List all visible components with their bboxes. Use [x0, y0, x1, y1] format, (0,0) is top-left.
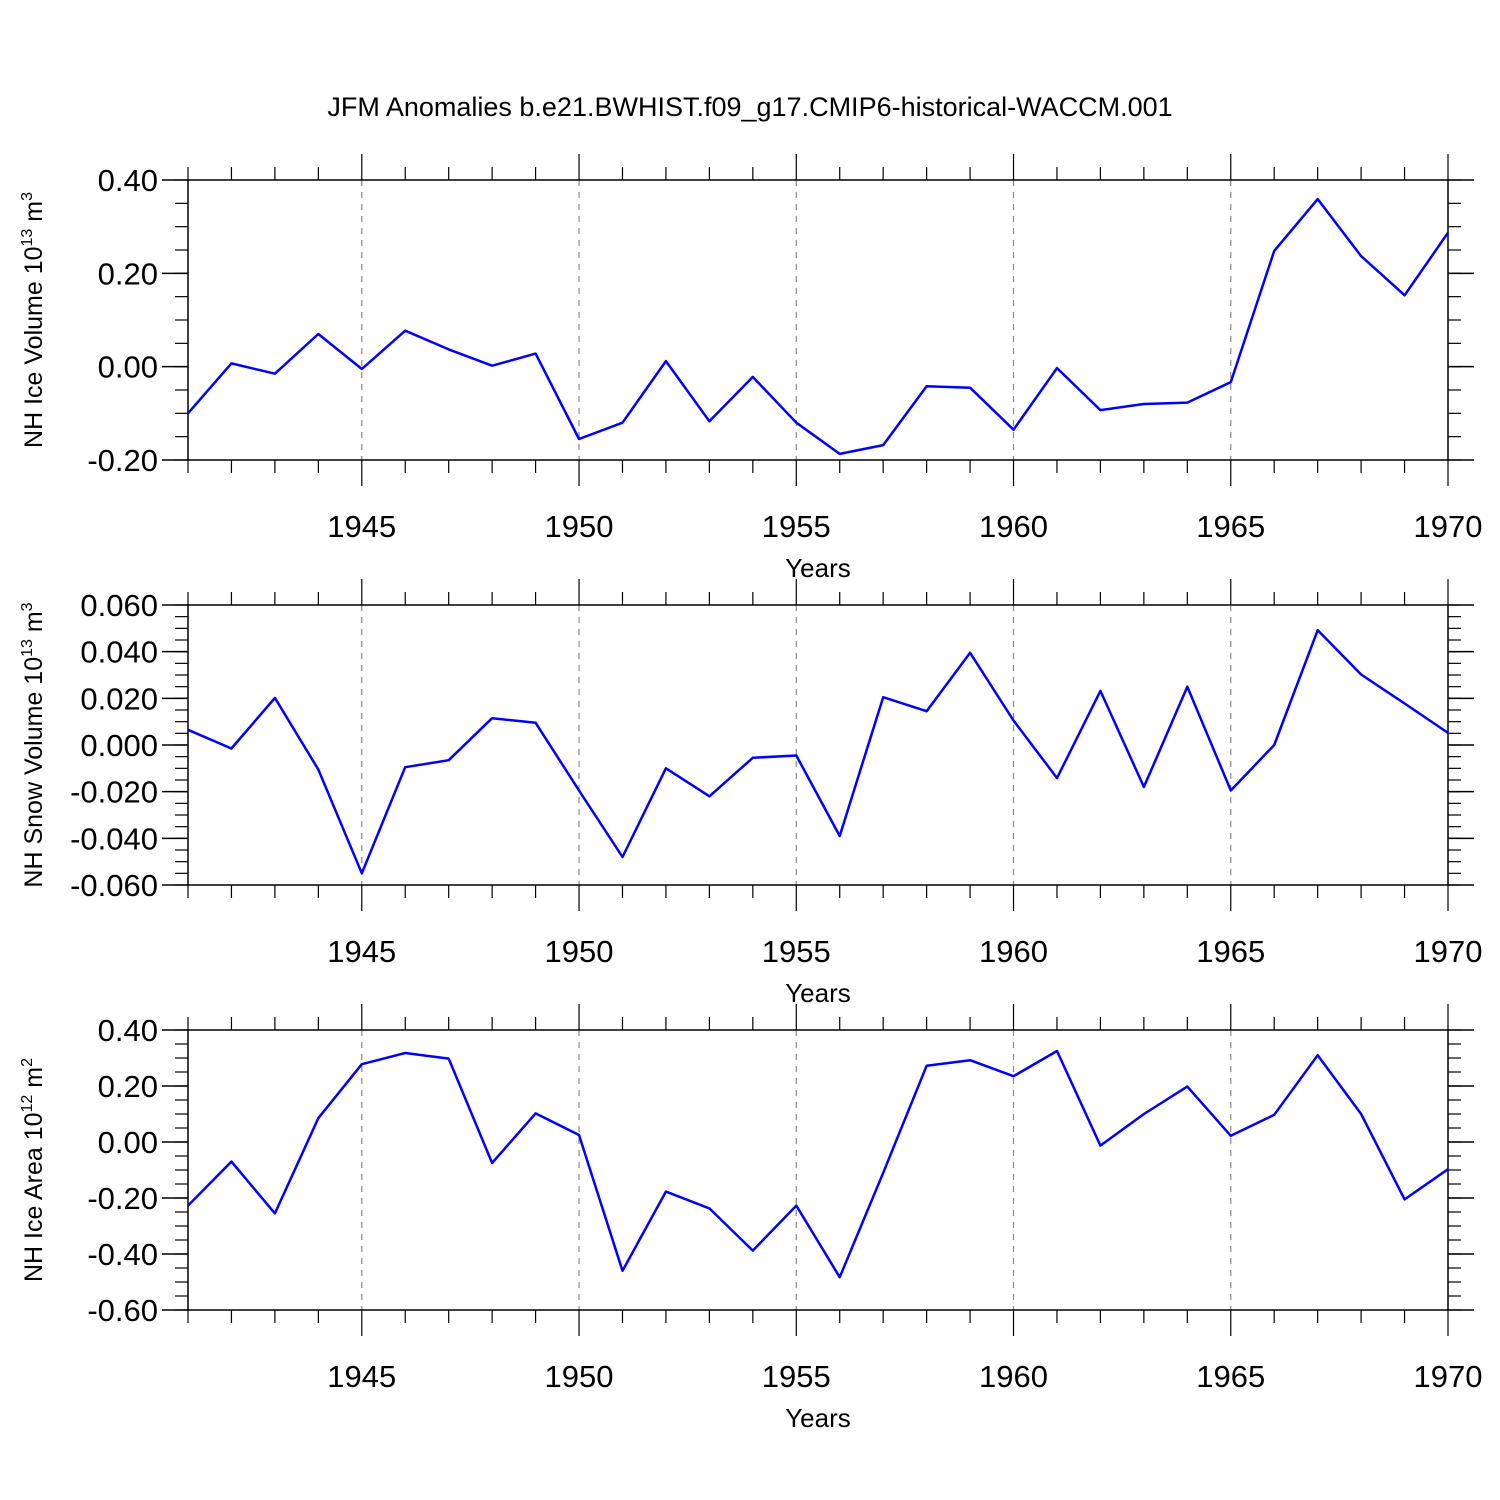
y-axis-title-unit-exponent: 3 [19, 192, 36, 201]
series-line-ice-area [187, 1049, 1449, 1279]
y-axis-title-text: NH Ice Area 10 [20, 1112, 48, 1282]
y-tick-label: 0.060 [80, 588, 158, 623]
y-tick-label: 0.020 [80, 681, 158, 716]
y-tick-label: 0.40 [98, 163, 158, 198]
x-axis-title: Years [785, 1403, 851, 1433]
x-tick-label: 1960 [979, 509, 1048, 544]
x-tick-label: 1970 [1414, 509, 1483, 544]
chart-panels: -0.20 0.00 0.20 0.40 1945 1950 1955 1960 1965 197… [19, 154, 1482, 1433]
y-axis-title-unit: m [20, 1067, 48, 1095]
y-tick-label: -0.020 [70, 775, 158, 810]
y-axis-title-unit-exponent: 3 [19, 602, 36, 611]
y-tick-label: 0.00 [98, 1125, 158, 1160]
x-axis-title: Years [785, 978, 851, 1008]
x-tick-label: 1970 [1414, 934, 1483, 969]
y-tick-label: 0.20 [98, 1069, 158, 1104]
x-tick-label: 1945 [327, 509, 396, 544]
y-tick-label: -0.040 [70, 821, 158, 856]
x-tick-label: 1960 [979, 1359, 1048, 1394]
x-axis-title: Years [785, 553, 851, 583]
x-tick-label: 1955 [762, 934, 831, 969]
y-axis-title-exponent: 12 [19, 1095, 36, 1113]
y-tick-label: -0.40 [87, 1237, 158, 1272]
y-tick-label: 0.00 [98, 350, 158, 385]
series-line-ice-volume [187, 197, 1450, 456]
y-axis-title-unit: m [20, 611, 48, 639]
x-tick-label: 1950 [545, 1359, 614, 1394]
y-tick-label: 0.040 [80, 635, 158, 670]
x-tick-label: 1950 [545, 509, 614, 544]
panel-snow-volume: -0.060 -0.040 -0.020 0.000 0.020 0.040 0.060 19… [19, 579, 1482, 1008]
y-tick-label: -0.060 [70, 868, 158, 903]
y-axis-title-unit-exponent: 2 [19, 1058, 36, 1067]
y-axis-title: NH Ice Volume 1013 m3 [19, 192, 48, 448]
y-tick-label: 0.000 [80, 728, 158, 763]
x-tick-label: 1965 [1196, 934, 1265, 969]
y-axis-title: NH Ice Area 1012 m2 [19, 1058, 48, 1282]
plot-frame [187, 604, 1449, 886]
series-line-snow-volume [187, 628, 1449, 875]
y-axis-title-unit: m [20, 201, 48, 229]
x-tick-label: 1955 [762, 1359, 831, 1394]
plot-frame [187, 179, 1449, 461]
x-tick-label: 1950 [545, 934, 614, 969]
x-tick-label: 1960 [979, 934, 1048, 969]
y-axis-title-text: NH Snow Volume 10 [20, 657, 48, 888]
y-axis-title-text: NH Ice Volume 10 [20, 246, 48, 448]
y-axis-title: NH Snow Volume 1013 m3 [19, 602, 48, 887]
y-tick-label: -0.20 [87, 1181, 158, 1216]
panel-ice-volume: -0.20 0.00 0.20 0.40 1945 1950 1955 1960 1965 197… [19, 154, 1482, 583]
x-tick-label: 1955 [762, 509, 831, 544]
y-tick-label: -0.20 [87, 443, 158, 478]
x-tick-label: 1970 [1414, 1359, 1483, 1394]
chart-title: JFM Anomalies b.e21.BWHIST.f09_g17.CMIP6… [327, 92, 1172, 122]
x-tick-label: 1945 [327, 934, 396, 969]
y-axis-title-exponent: 13 [19, 639, 36, 657]
y-tick-label: 0.20 [98, 256, 158, 291]
panel-ice-area: -0.60 -0.40 -0.20 0.00 0.20 0.40 1945 1950 1955 1… [19, 1004, 1482, 1433]
y-tick-label: -0.60 [87, 1293, 158, 1328]
plot-frame [187, 1029, 1449, 1311]
x-tick-label: 1965 [1196, 1359, 1265, 1394]
y-tick-label: 0.40 [98, 1013, 158, 1048]
y-axis-title-exponent: 13 [19, 229, 36, 247]
x-tick-label: 1965 [1196, 509, 1265, 544]
x-tick-label: 1945 [327, 1359, 396, 1394]
